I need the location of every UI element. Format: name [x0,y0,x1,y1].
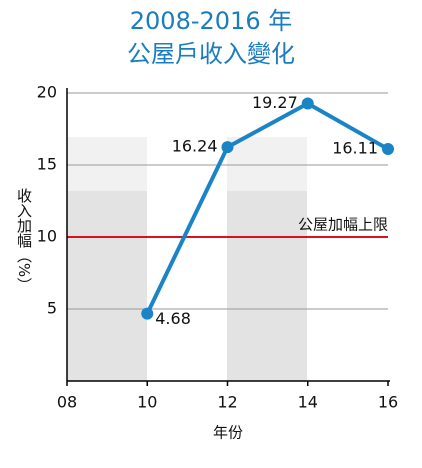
reference-label: 公屋加幅上限 [298,216,388,234]
chart-title: 2008-2016 年 [130,7,292,35]
data-point [301,97,314,110]
data-label: 16.24 [172,137,218,156]
data-label: 4.68 [155,309,191,328]
data-point [382,143,394,156]
shade-band [227,137,307,191]
y-axis-label: 收入加幅（%） [15,188,33,292]
x-tick-label: 14 [298,393,318,412]
x-axis-label: 年份 [213,424,243,442]
x-tick-label: 10 [137,393,157,412]
shade-band [227,191,307,381]
shade-band [67,191,147,381]
data-line [145,101,389,315]
y-tick-label: 15 [37,155,57,174]
x-tick-label: 12 [217,393,237,412]
x-tick-label: 08 [57,393,77,412]
data-label: 19.27 [252,93,298,112]
x-tick-label: 16 [378,393,398,412]
data-point [221,141,234,154]
shade-band [67,137,147,191]
data-label: 16.11 [332,139,378,158]
chart-subtitle: 公屋戶收入變化 [127,40,295,68]
y-tick-label: 10 [37,227,57,246]
data-point [141,307,154,320]
y-tick-label: 5 [47,299,57,318]
y-tick-label: 20 [37,83,57,102]
